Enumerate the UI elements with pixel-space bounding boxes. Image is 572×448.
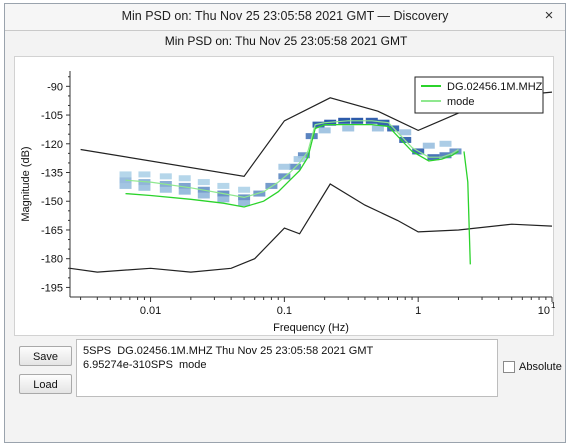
- series-dropoff-line: [463, 151, 471, 265]
- density-cell: [439, 140, 452, 147]
- legend-box: [414, 76, 544, 114]
- density-cell: [159, 173, 172, 180]
- x-axis-label: Frequency (Hz): [273, 322, 349, 334]
- series-line-data: [125, 123, 459, 208]
- density-cell: [342, 125, 355, 132]
- y-tick-label: -135: [41, 168, 63, 180]
- density-cell: [399, 129, 412, 136]
- info-panel: 5SPS DG.02456.1M.MHZ Thu Nov 25 23:05:58…: [76, 339, 498, 397]
- y-tick-label: -195: [41, 282, 63, 294]
- y-tick-label: -150: [41, 196, 63, 208]
- series-line-mode: [125, 120, 459, 199]
- density-cell: [238, 200, 251, 207]
- density-cell: [119, 171, 132, 178]
- title-bar: Min PSD on: Thu Nov 25 23:05:58 2021 GMT…: [5, 4, 565, 31]
- psd-chart: -90 -105 -120 -135 -150 -165 -180 -195 0.01 0.1 1 1…: [14, 56, 555, 336]
- x-tick-label: 0.01: [140, 305, 161, 317]
- density-cell: [138, 184, 151, 191]
- density-cell: [138, 171, 151, 178]
- density-cell: [297, 152, 310, 159]
- info-line: 6.95274e-310SPS mode: [83, 359, 207, 371]
- absolute-label: Absolute: [519, 361, 562, 373]
- x-tick-exponent: 1: [551, 301, 555, 310]
- density-cell: [178, 175, 191, 182]
- density-cell: [312, 121, 325, 128]
- density-cell: [293, 156, 306, 163]
- density-cell: [238, 186, 251, 193]
- load-button[interactable]: Load: [19, 374, 72, 394]
- density-cell: [371, 125, 384, 132]
- density-cell: [278, 163, 291, 170]
- density-cell: [197, 192, 210, 199]
- density-cell: [178, 182, 191, 189]
- density-cell: [178, 188, 191, 195]
- density-cell: [119, 182, 132, 189]
- y-tick-label: -165: [41, 225, 63, 237]
- close-icon[interactable]: ×: [544, 7, 554, 24]
- density-cell: [217, 196, 230, 203]
- y-tick-label: -120: [41, 139, 63, 151]
- absolute-checkbox[interactable]: [503, 361, 515, 373]
- window-title: Min PSD on: Thu Nov 25 23:05:58 2021 GMT…: [121, 9, 449, 23]
- density-cell: [318, 127, 331, 134]
- density-cell: [197, 179, 210, 186]
- x-tick-label: 10: [538, 305, 550, 317]
- y-tick-label: -90: [47, 81, 63, 93]
- density-cell: [253, 190, 266, 197]
- plot-title: Min PSD on: Thu Nov 25 23:05:58 2021 GMT: [164, 34, 408, 48]
- absolute-toggle[interactable]: Absolute: [503, 361, 562, 373]
- density-cell: [422, 142, 435, 149]
- x-tick-label: 0.1: [277, 305, 292, 317]
- save-button[interactable]: Save: [19, 346, 72, 366]
- legend-label: mode: [447, 96, 475, 108]
- low-noise-model-line: [69, 183, 553, 273]
- density-cell: [159, 186, 172, 193]
- y-tick-label: -105: [41, 110, 63, 122]
- density-cell: [217, 182, 230, 189]
- y-tick-label: -180: [41, 254, 63, 266]
- info-line: 5SPS DG.02456.1M.MHZ Thu Nov 25 23:05:58…: [83, 345, 374, 357]
- legend-label: DG.02456.1M.MHZ: [447, 81, 543, 93]
- y-axis-label: Magnitude (dB): [20, 146, 32, 221]
- x-tick-label: 1: [415, 305, 421, 317]
